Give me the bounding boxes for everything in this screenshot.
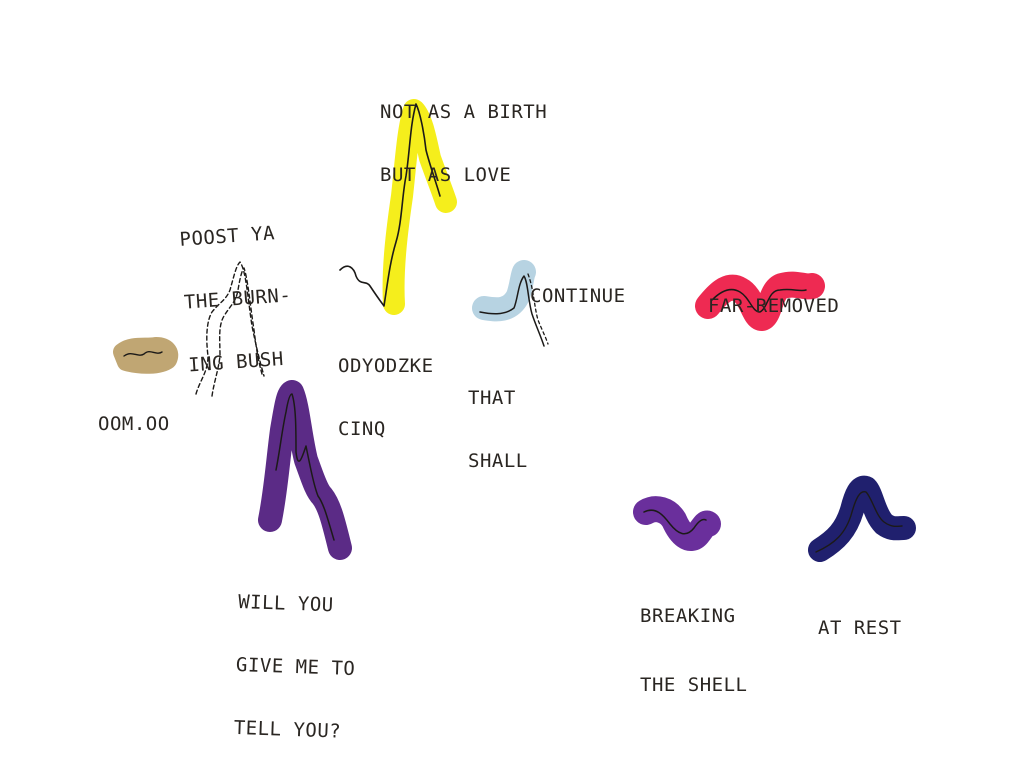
label-breaking-the-shell: BREAKING THE SHELL <box>640 564 747 717</box>
label-line: BREAKING <box>640 605 736 627</box>
label-line: OOM.OO <box>98 413 170 435</box>
dashed-arch-outer <box>195 261 265 395</box>
label-line: NOT AS A BIRTH <box>380 101 548 123</box>
drawing-canvas <box>113 99 916 562</box>
pink-marker-stroke <box>695 271 825 331</box>
label-poost-ya: POOST YA THE BURN- ING BUSH <box>176 181 298 398</box>
label-odyodzke: ODYODZKE CINQ <box>338 314 434 461</box>
light-blue-ink-line <box>479 275 545 347</box>
label-line: SHALL <box>468 450 528 472</box>
label-line: TELL YOU? <box>233 716 342 743</box>
tan-ink-line <box>123 351 163 357</box>
label-at-rest: AT REST <box>818 576 902 660</box>
label-line: WILL YOU <box>237 590 335 617</box>
label-line: BUT AS LOVE <box>380 164 512 186</box>
violet-ink-line <box>643 509 707 535</box>
label-line: POOST YA <box>178 222 276 251</box>
label-line: CINQ <box>338 418 386 440</box>
pink-ink-line <box>711 288 807 313</box>
purple-ink-line <box>275 393 335 541</box>
tan-marker-blob <box>113 337 179 374</box>
label-far-removed: FAR-REMOVED <box>708 254 839 338</box>
navy-marker-stroke <box>808 475 916 562</box>
label-line: FAR-REMOVED <box>708 295 840 317</box>
label-that-shall: THAT SHALL <box>468 346 528 493</box>
label-line: THE BURN- <box>183 284 292 314</box>
label-not-as-a-birth: NOT AS A BIRTH BUT AS LOVE <box>380 60 547 207</box>
label-line: CONTINUE <box>530 285 626 307</box>
label-line: THE SHELL <box>640 674 748 696</box>
label-line: ODYODZKE <box>338 355 434 377</box>
light-blue-dashed-line <box>527 273 549 345</box>
yellow-ink-line <box>339 103 441 307</box>
label-will-you: WILL YOU GIVE ME TO TELL YOU? <box>233 550 360 764</box>
label-line: ING BUSH <box>187 347 285 377</box>
label-continue: CONTINUE <box>530 244 626 328</box>
violet-marker-stroke <box>633 496 721 551</box>
navy-ink-line <box>815 491 903 553</box>
label-line: THAT <box>468 387 516 409</box>
label-line: AT REST <box>818 617 902 639</box>
dashed-arch-inner <box>211 267 263 397</box>
label-oomoo: OOM.OO <box>98 372 170 456</box>
label-line: GIVE ME TO <box>235 653 356 681</box>
